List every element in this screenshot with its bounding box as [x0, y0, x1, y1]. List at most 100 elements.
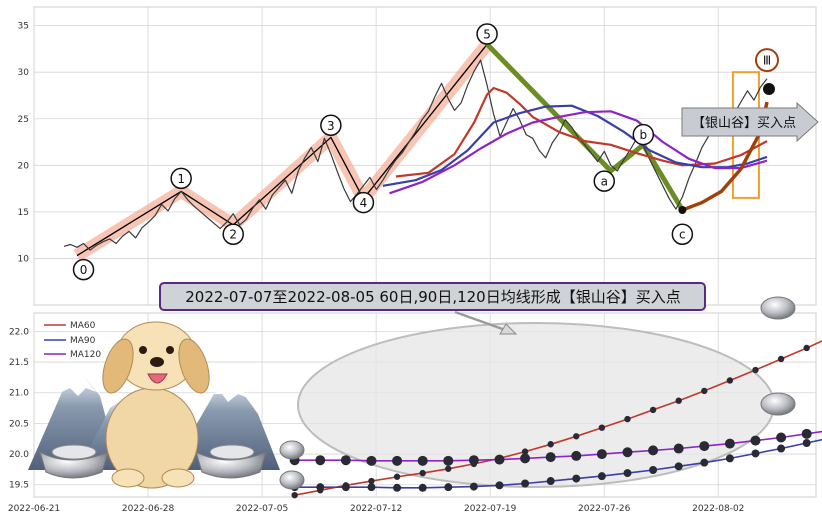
ma-zoom-MA120-point [520, 453, 531, 464]
ma-zoom-MA60-point [752, 366, 759, 374]
wave-label-text: 2 [229, 228, 237, 242]
ma-zoom-MA60-point [649, 406, 657, 414]
ma-zoom-MA120-point [648, 445, 659, 456]
ma-zoom-MA120-point [724, 438, 735, 449]
wave-label-text: a [601, 175, 608, 189]
ma-zoom-MA60-line [294, 340, 822, 496]
ma-y-tick-label: 21.5 [9, 358, 29, 368]
ma-zoom-MA120-point [571, 450, 582, 461]
curve-start-dot [678, 206, 687, 215]
silver-ingot-icons [279, 296, 796, 490]
ma-zoom-MA120-point [596, 449, 607, 460]
ma-y-axis: 19.5 20.0 20.5 21.0 21.5 22.0 [9, 327, 29, 490]
ma-zoom-MA120-point [545, 452, 556, 463]
wave-label-text: b [639, 128, 647, 142]
wave-label-text: 3 [327, 119, 335, 133]
ma-zoom-MA120-point [494, 454, 505, 465]
price-panel: 0 1 2 3 4 5 a b c Ⅲ [63, 23, 779, 281]
correction-wave-line [485, 42, 685, 212]
ma-zoom-MA90-point [623, 469, 632, 478]
ma-y-tick-label: 21.0 [9, 389, 29, 399]
ma-zoom-MA90-point [521, 479, 530, 488]
wave-label-circle [593, 170, 616, 192]
ma-zoom-MA120-line [294, 430, 822, 462]
ma-y-tick-label: 19.5 [9, 481, 29, 491]
ma-zoom-MA120-point [776, 432, 787, 443]
price-y-tick-label: 15 [18, 208, 29, 218]
ma-zoom-MA60-point [547, 441, 554, 448]
wave-label-text: Ⅲ [763, 54, 771, 68]
curve-end-dot [762, 82, 775, 95]
series-price-line [63, 59, 768, 251]
ma-zoom-MA60-point [701, 387, 708, 395]
ma-zoom-MA90-point [418, 483, 427, 492]
legend-label-ma120: MA120 [70, 350, 101, 360]
x-tick-label: 2022-06-28 [122, 504, 175, 514]
ma-zoom-MA60-point [419, 469, 426, 477]
x-tick-label: 2022-07-12 [350, 504, 402, 514]
ma-zoom-MA90-point [341, 483, 350, 492]
series-ma120-line [389, 110, 768, 195]
price-y-tick-label: 10 [18, 254, 30, 264]
wave-label-text: 0 [80, 263, 88, 277]
x-tick-label: 2022-07-19 [464, 504, 517, 514]
wave-label-circle [72, 258, 95, 281]
ma-zoom-MA90-point [572, 474, 581, 483]
wave-label-text: 5 [483, 28, 491, 42]
ma-zoom-MA90-point [777, 444, 786, 453]
wave-label-circle [632, 123, 655, 146]
legend: MA60 MA90 MA120 [44, 321, 101, 360]
ma-zoom-MA60-point [573, 433, 580, 440]
wave-label-circle [222, 223, 244, 245]
ma-zoom-MA90-point [725, 454, 734, 463]
ma-zoom-MA60-point [598, 424, 606, 431]
ma-zoom-MA90-point [367, 483, 376, 492]
ma-zoom-MA90-point [802, 439, 811, 448]
legend-label-ma90: MA90 [70, 336, 96, 346]
wave-label-circle [170, 167, 192, 190]
ma-zoom-MA90-line [294, 438, 822, 489]
impulse-wave-line [76, 43, 488, 257]
wave-label-circle [352, 191, 375, 214]
wave-label-circle [671, 223, 694, 245]
ma-zoom-MA120-point [801, 428, 812, 439]
buy-point-callout: 【银山谷】买入点 [681, 101, 819, 143]
ma-zoom-MA120-point [673, 443, 684, 454]
ma-y-tick-label: 22.0 [9, 327, 29, 337]
banner-text: 2022-07-07至2022-08-05 60日,90日,120日均线形成【银… [185, 288, 680, 306]
ma-zoom-MA60-point [445, 465, 452, 472]
ma-zoom-MA120-point [366, 455, 377, 466]
ma-zoom-MA120-point [417, 455, 428, 466]
ma-zoom-MA120-point [699, 441, 710, 452]
ma-zoom-MA90-point [649, 466, 658, 475]
ma-zoom-MA120-point [315, 455, 326, 466]
ma-zoom-MA90-point [469, 482, 478, 491]
silver-ingot-illustration [39, 444, 267, 479]
ma-zoom-MA60-point [777, 355, 785, 363]
ma-zoom-MA60-point [521, 448, 529, 455]
wave-label-circle [476, 23, 498, 45]
banner: 2022-07-07至2022-08-05 60日,90日,120日均线形成【银… [159, 282, 706, 311]
ma-zoom-MA120-point [622, 447, 633, 458]
ma-zoom-MA60-point [803, 344, 810, 352]
ma-zoom-MA60-point [726, 377, 734, 384]
wave-label-circle [320, 114, 342, 137]
ma-zoom-MA60-point [624, 415, 631, 423]
ma-zoom-MA90-point [316, 483, 325, 492]
price-y-tick-label: 35 [18, 22, 29, 32]
ma-zoom-MA90-point [597, 472, 606, 481]
ma-zoom-MA90-point [751, 449, 760, 458]
x-tick-label: 2022-07-05 [236, 504, 288, 514]
ma-zoom-MA60-point [393, 473, 401, 480]
ma-zoom-MA120-point [392, 455, 403, 466]
ma-zoom-MA120-point [750, 435, 761, 446]
date-x-axis: 2022-06-21 2022-06-28 2022-07-05 2022-07-12… [8, 504, 745, 514]
wave-label-circle [754, 48, 779, 73]
callout-text: 【银山谷】买入点 [692, 116, 796, 131]
ma-zoom-MA60-point [368, 477, 375, 485]
ma-y-tick-label: 20.5 [9, 419, 29, 429]
wave-label-text: 4 [360, 196, 368, 210]
price-y-tick-label: 25 [18, 115, 29, 125]
wave-label-text: 1 [177, 172, 185, 186]
